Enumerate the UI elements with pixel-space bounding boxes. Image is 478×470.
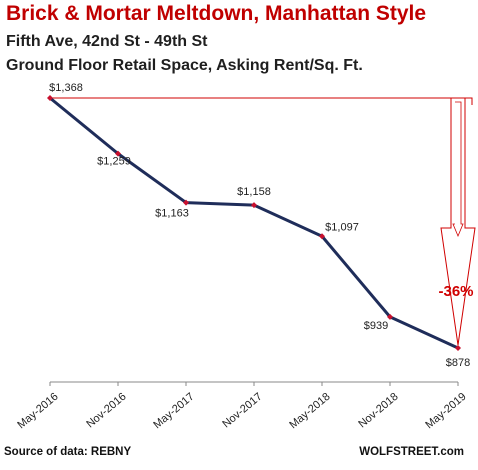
data-point xyxy=(455,345,461,351)
data-point xyxy=(115,150,121,157)
x-tick-label: Nov-2017 xyxy=(220,391,264,431)
series-layer xyxy=(47,95,461,351)
data-label: $939 xyxy=(364,320,388,332)
series-line xyxy=(49,96,459,350)
decline-arrow-inner xyxy=(452,101,464,238)
data-label: $1,259 xyxy=(97,156,131,168)
data-label: $1,163 xyxy=(155,208,189,220)
data-point xyxy=(387,313,393,320)
x-tick-label: Nov-2016 xyxy=(84,391,128,431)
data-point xyxy=(319,233,325,240)
data-point xyxy=(251,202,257,209)
x-tick-label: May-2019 xyxy=(423,391,468,432)
x-tick-label: May-2018 xyxy=(287,391,332,432)
decline-arrow xyxy=(440,97,476,346)
data-label: $878 xyxy=(446,357,470,369)
x-tick-label: May-2016 xyxy=(15,391,60,432)
reference-layer: -36% xyxy=(50,97,476,346)
source-note: Source of data: REBNY xyxy=(4,446,132,458)
chart-title: Brick & Mortar Meltdown, Manhattan Style xyxy=(6,2,427,25)
x-axis: May-2016 Nov-2016 May-2017 Nov-2017 May-2018… xyxy=(15,381,469,432)
brand-label: WOLFSTREET.com xyxy=(359,446,464,458)
data-label: $1,097 xyxy=(325,221,359,233)
data-label: $1,368 xyxy=(49,82,83,94)
data-label: $1,158 xyxy=(237,186,271,198)
chart-subtitle-location: Fifth Ave, 42nd St - 49th St xyxy=(6,33,208,50)
chart-subtitle-metric: Ground Floor Retail Space, Asking Rent/S… xyxy=(6,57,363,74)
decline-percent-label: -36% xyxy=(438,283,473,300)
data-label-layer: $1,368 $1,259 $1,163 $1,158 $1,097 $939 $878 xyxy=(49,82,470,369)
data-point xyxy=(47,95,53,101)
data-point xyxy=(183,199,189,206)
x-tick-label: Nov-2018 xyxy=(356,391,400,431)
x-tick-label: May-2017 xyxy=(151,391,196,432)
